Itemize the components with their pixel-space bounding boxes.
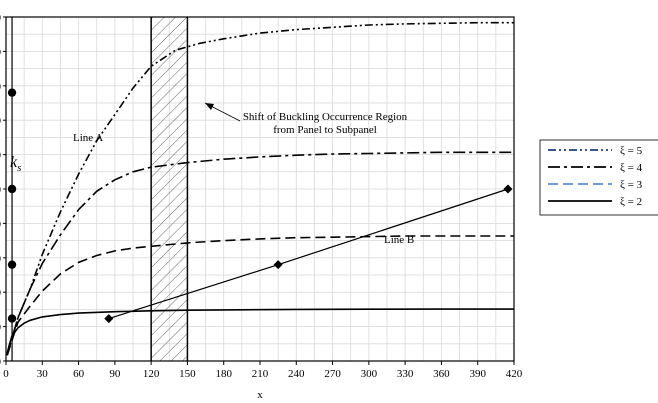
line-a-label: Line A bbox=[73, 132, 103, 144]
y-tick-label: 60 bbox=[0, 287, 2, 299]
line-a-point bbox=[7, 88, 17, 97]
x-tick-label: 180 bbox=[215, 368, 232, 380]
annotation-line-1: Shift of Buckling Occurrence Region bbox=[243, 111, 408, 123]
x-tick-label: 270 bbox=[324, 368, 341, 380]
y-tick-label: 0 bbox=[0, 356, 2, 368]
x-tick-label: 30 bbox=[37, 368, 49, 380]
y-tick-label: 90 bbox=[0, 253, 2, 265]
series-line-3 bbox=[6, 235, 514, 356]
x-axis-title: x bbox=[257, 389, 263, 401]
y-tick-label: 210 bbox=[0, 115, 2, 127]
y-tick-label: 150 bbox=[0, 184, 2, 196]
legend-label-1: ξ = 5 bbox=[620, 145, 643, 157]
annotation-line-2: from Panel to Subpanel bbox=[273, 124, 377, 136]
x-tick-label: 150 bbox=[179, 368, 196, 380]
legend-label-3: ξ = 3 bbox=[620, 179, 643, 191]
y-tick-label: 180 bbox=[0, 150, 2, 162]
x-tick-label: 60 bbox=[73, 368, 85, 380]
x-tick-label: 420 bbox=[506, 368, 523, 380]
series-group bbox=[6, 21, 514, 356]
x-tick-label: 390 bbox=[469, 368, 486, 380]
x-tick-label: 330 bbox=[397, 368, 414, 380]
shaded-region bbox=[151, 17, 188, 361]
y-axis-title-subscript: s bbox=[17, 162, 21, 174]
line-b-point bbox=[273, 260, 283, 270]
x-tick-label: 240 bbox=[288, 368, 305, 380]
legend: ξ = 5 ξ = 4 ξ = 3 ξ = 2 bbox=[539, 139, 658, 216]
y-axis-title-main: k bbox=[10, 154, 18, 171]
x-tick-label: 0 bbox=[3, 368, 9, 380]
x-tick-label: 210 bbox=[252, 368, 269, 380]
line-a-point bbox=[7, 314, 17, 323]
legend-box bbox=[539, 139, 658, 216]
x-tick-label: 360 bbox=[433, 368, 450, 380]
region-annotation: Shift of Buckling Occurrence Region from… bbox=[204, 102, 408, 136]
line-b-label: Line B bbox=[384, 234, 414, 246]
legend-label-4: ξ = 2 bbox=[620, 196, 642, 208]
series-line-1 bbox=[6, 21, 514, 356]
legend-label-2: ξ = 4 bbox=[620, 162, 643, 174]
y-tick-label: 120 bbox=[0, 218, 2, 230]
y-tick-label: 30 bbox=[0, 322, 2, 334]
x-tick-label: 120 bbox=[143, 368, 160, 380]
x-tick-label: 90 bbox=[109, 368, 121, 380]
y-axis-title: ks bbox=[10, 154, 21, 174]
y-tick-label: 300 bbox=[0, 12, 2, 24]
annotation-arrowhead bbox=[205, 103, 214, 110]
axes: 0 30 60 90 120 150 180 210 240 270 300 330 360 390 420… bbox=[0, 12, 523, 380]
markers-group bbox=[7, 17, 513, 361]
line-a-point bbox=[7, 260, 17, 269]
shaded-region-group bbox=[150, 17, 189, 361]
line-b-point bbox=[503, 184, 513, 194]
line-a-point bbox=[7, 184, 17, 194]
y-tick-label: 270 bbox=[0, 46, 2, 58]
series-line-4 bbox=[6, 308, 514, 354]
series-line-2 bbox=[6, 151, 514, 356]
grid bbox=[5, 16, 515, 362]
x-tick-label: 300 bbox=[361, 368, 378, 380]
line-b-point bbox=[104, 314, 114, 324]
y-tick-label: 240 bbox=[0, 81, 2, 93]
